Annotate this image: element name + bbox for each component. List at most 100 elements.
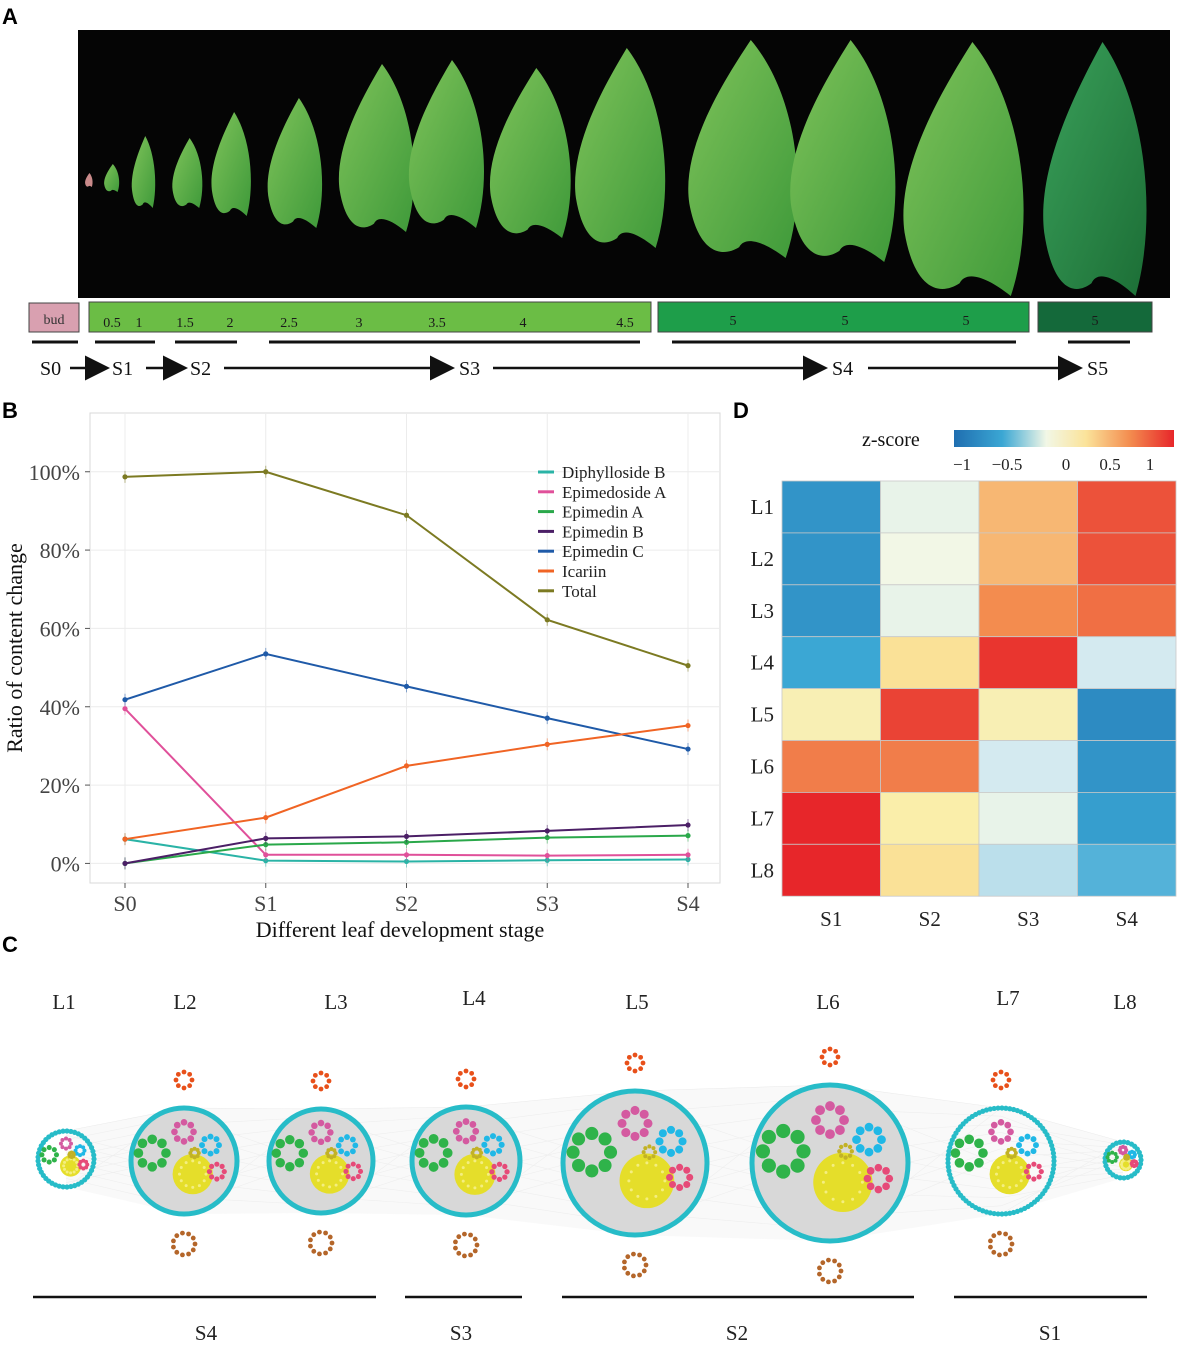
network-node	[831, 1163, 835, 1167]
network-node	[864, 1147, 874, 1157]
leaf-shape	[267, 98, 323, 228]
heatmap-col-label: S1	[820, 907, 842, 931]
network-node	[311, 1135, 318, 1143]
network-node	[1026, 1174, 1032, 1180]
network-node	[585, 1164, 599, 1178]
network-node	[645, 1161, 649, 1165]
network-node	[1008, 1159, 1012, 1163]
data-point	[685, 852, 691, 858]
bud-box	[28, 302, 80, 333]
network-node	[598, 1132, 612, 1146]
y-tick-label: 20%	[40, 773, 80, 798]
network-node	[317, 1138, 325, 1146]
heatmap-cell	[781, 791, 881, 845]
network-node	[414, 1147, 425, 1158]
network-node	[486, 1172, 490, 1176]
data-point	[403, 512, 410, 518]
network-node	[456, 1250, 462, 1256]
leaf-shape	[489, 68, 571, 238]
network-node	[660, 1170, 664, 1174]
panel-c-network: L1 L2 L3 L4 L5 L6 L7 L8 S4 S3 S2 S1	[33, 986, 1147, 1345]
network-node	[617, 1118, 627, 1128]
size-label: 3.5	[428, 316, 446, 331]
network-node	[457, 1070, 463, 1076]
network-node	[418, 1157, 429, 1168]
data-point	[685, 833, 691, 839]
network-node	[321, 1183, 325, 1187]
network-node	[192, 1146, 197, 1151]
network-node	[1004, 1083, 1010, 1089]
module-label: L5	[625, 990, 648, 1014]
network-node	[175, 1083, 181, 1089]
network-node	[824, 1171, 828, 1175]
heatmap-row-label: L8	[751, 858, 774, 882]
network-node	[666, 1125, 676, 1134]
heatmap-cell	[1077, 740, 1177, 793]
network-node	[187, 1071, 193, 1077]
network-node	[1030, 1148, 1037, 1155]
network-node	[214, 1176, 220, 1182]
network-node	[683, 1166, 691, 1174]
network-node	[998, 1069, 1004, 1075]
network-node	[207, 1150, 214, 1157]
data-point	[685, 722, 691, 729]
heatmap-row-label: L1	[751, 495, 774, 519]
network-node	[641, 1268, 647, 1274]
network-node	[171, 1238, 176, 1244]
data-point	[263, 469, 269, 475]
module-label: L7	[996, 986, 1019, 1010]
network-node	[64, 1128, 70, 1134]
colorbar-tick-label: 0.5	[1099, 455, 1120, 474]
network-node	[442, 1147, 453, 1158]
network-node	[195, 1148, 200, 1153]
stage-label-s0: S0	[40, 358, 61, 380]
module-label: L4	[462, 986, 486, 1010]
network-node	[827, 1046, 833, 1052]
network-node	[496, 1135, 503, 1142]
data-point	[403, 858, 410, 865]
network-node	[622, 1265, 627, 1271]
network-node	[1051, 1154, 1057, 1160]
network-node	[1016, 1142, 1022, 1149]
leaf-shape	[903, 42, 1024, 296]
network-node	[996, 1165, 1000, 1169]
network-node	[73, 1148, 78, 1153]
data-point	[544, 617, 550, 623]
network-node	[676, 1183, 684, 1192]
x-tick-label: S2	[395, 891, 418, 916]
network-node	[651, 1146, 656, 1151]
heatmap-col-label: S4	[1116, 907, 1139, 931]
network-node	[839, 1144, 844, 1150]
network-node	[641, 1256, 647, 1262]
colorbar-tick-label: −1	[953, 455, 971, 474]
legend-label: Diphylloside B	[562, 463, 665, 482]
leaf-shape	[104, 164, 120, 192]
heatmap-row-label: L2	[751, 547, 774, 571]
network-node	[622, 1259, 627, 1265]
network-node	[41, 1157, 47, 1163]
network-node	[219, 1163, 225, 1169]
leaf-shape	[688, 40, 798, 258]
stage-label-s2: S2	[190, 358, 211, 380]
network-node	[91, 1152, 97, 1158]
network-node	[60, 1128, 66, 1134]
network-node	[137, 1157, 148, 1168]
network-node	[820, 1260, 826, 1266]
network-node	[1009, 1241, 1015, 1247]
network-node	[177, 1172, 181, 1176]
data-point	[544, 741, 550, 747]
network-node	[945, 1160, 951, 1166]
network-node	[332, 1148, 337, 1153]
network-node	[1005, 1151, 1010, 1156]
heatmap-cell	[1077, 480, 1177, 534]
network-node	[666, 1148, 676, 1157]
network-node	[1113, 1158, 1118, 1163]
network-node	[204, 1172, 208, 1176]
network-node	[643, 1146, 648, 1151]
network-node	[1121, 1175, 1127, 1181]
network-node	[572, 1158, 586, 1172]
network-node	[640, 1060, 646, 1066]
network-node	[496, 1161, 503, 1167]
network-node	[873, 1144, 883, 1153]
panel-letter-a: A	[2, 4, 18, 29]
